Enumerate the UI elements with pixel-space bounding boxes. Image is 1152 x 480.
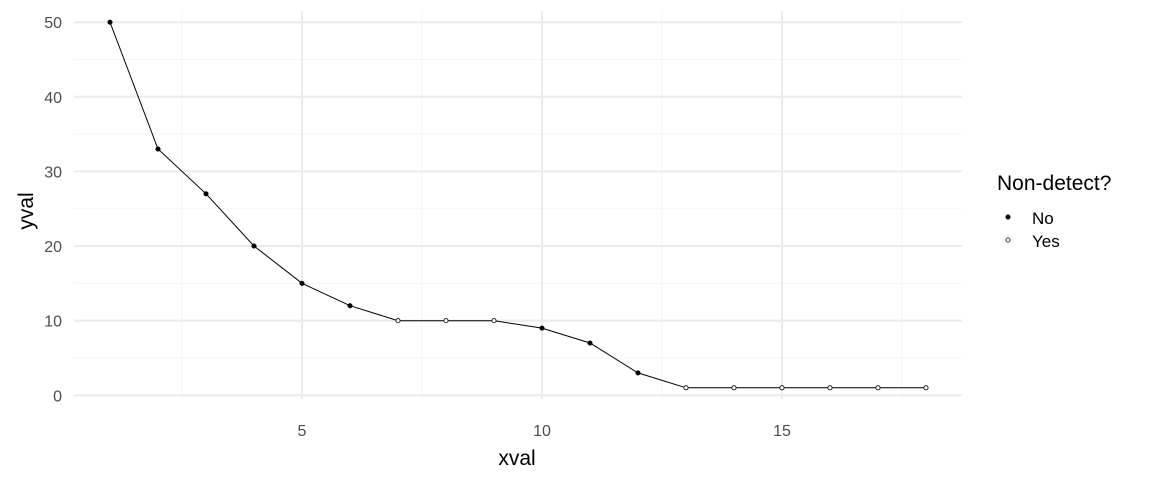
y-tick-label: 50 — [44, 15, 62, 32]
data-point-nondetect — [827, 385, 833, 391]
series — [109, 22, 926, 389]
data-point-detect — [347, 303, 353, 309]
x-tick-label: 15 — [773, 423, 791, 440]
legend-key-filled-circle — [1005, 214, 1011, 220]
data-point-detect — [107, 19, 113, 25]
data-point-nondetect — [731, 385, 737, 391]
y-axis-title: yval — [15, 192, 38, 229]
x-tick-label: 10 — [533, 423, 551, 440]
data-point-nondetect — [779, 385, 785, 391]
x-axis-title: xval — [498, 447, 535, 470]
data-point-detect — [251, 243, 257, 249]
plot-panel — [74, 11, 962, 399]
data-point-nondetect — [443, 318, 449, 324]
y-tick-label: 30 — [44, 164, 62, 181]
data-point-detect — [539, 325, 545, 331]
y-tick-label: 20 — [44, 239, 62, 256]
data-point-nondetect — [491, 318, 497, 324]
grid-minor — [74, 11, 962, 399]
legend-title: Non-detect? — [997, 172, 1111, 195]
y-tick-label: 0 — [53, 388, 62, 405]
y-tick-label: 40 — [44, 90, 62, 107]
data-point-nondetect — [395, 318, 401, 324]
data-point-nondetect — [875, 385, 881, 391]
data-point-detect — [635, 370, 641, 376]
legend-entries: No Yes — [1005, 209, 1060, 251]
grid-major — [74, 11, 962, 399]
points — [107, 19, 929, 391]
series-line — [109, 22, 926, 389]
legend-label: Yes — [1032, 232, 1060, 251]
legend-key-open-circle — [1005, 237, 1011, 243]
x-tick-label: 5 — [298, 423, 307, 440]
data-point-detect — [587, 340, 593, 346]
data-point-detect — [299, 280, 305, 286]
data-point-nondetect — [923, 385, 929, 391]
data-point-detect — [203, 191, 209, 197]
x-axis-tick-labels: 5 10 15 — [298, 423, 791, 440]
y-axis-tick-labels: 0 10 20 30 40 50 — [44, 15, 62, 405]
data-point-detect — [155, 146, 161, 152]
y-tick-label: 10 — [44, 314, 62, 331]
legend: Non-detect? No Yes — [997, 172, 1111, 251]
data-point-nondetect — [683, 385, 689, 391]
legend-label: No — [1032, 209, 1054, 228]
